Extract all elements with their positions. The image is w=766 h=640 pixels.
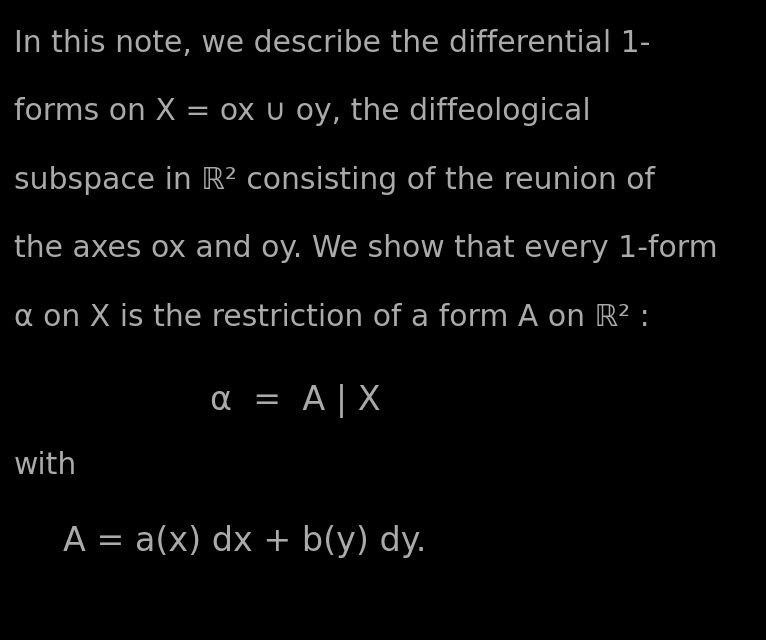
Text: A = a(x) dx + b(y) dy.: A = a(x) dx + b(y) dy. — [63, 525, 426, 558]
Text: with: with — [14, 451, 77, 480]
Text: α on X is the restriction of a form A on ℝ² :: α on X is the restriction of a form A on… — [14, 303, 650, 332]
Text: In this note, we describe the differential 1-: In this note, we describe the differenti… — [14, 29, 650, 58]
Text: subspace in ℝ² consisting of the reunion of: subspace in ℝ² consisting of the reunion… — [14, 166, 655, 195]
Text: the axes ox and oy. We show that every 1-form: the axes ox and oy. We show that every 1… — [14, 234, 718, 263]
Text: forms on X = ox ∪ oy, the diffeological: forms on X = ox ∪ oy, the diffeological — [14, 97, 591, 126]
Text: α  =  A | X: α = A | X — [211, 384, 381, 418]
